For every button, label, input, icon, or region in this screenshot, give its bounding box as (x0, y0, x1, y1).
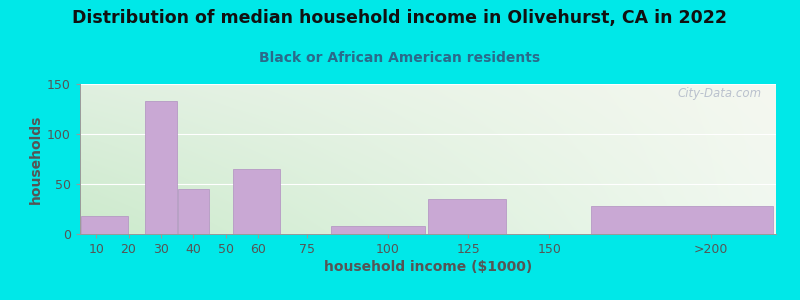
Bar (81, 216, 128, 234)
Text: Distribution of median household income in Olivehurst, CA in 2022: Distribution of median household income … (73, 9, 727, 27)
Text: Black or African American residents: Black or African American residents (259, 51, 541, 65)
Bar (427, 199, 506, 234)
Bar (146, 101, 177, 234)
X-axis label: household income ($1000): household income ($1000) (324, 260, 532, 274)
Bar (233, 169, 280, 234)
Bar (330, 226, 425, 234)
Bar (591, 206, 773, 234)
Y-axis label: households: households (29, 114, 43, 204)
Bar (178, 189, 209, 234)
Text: City-Data.com: City-Data.com (678, 87, 762, 100)
